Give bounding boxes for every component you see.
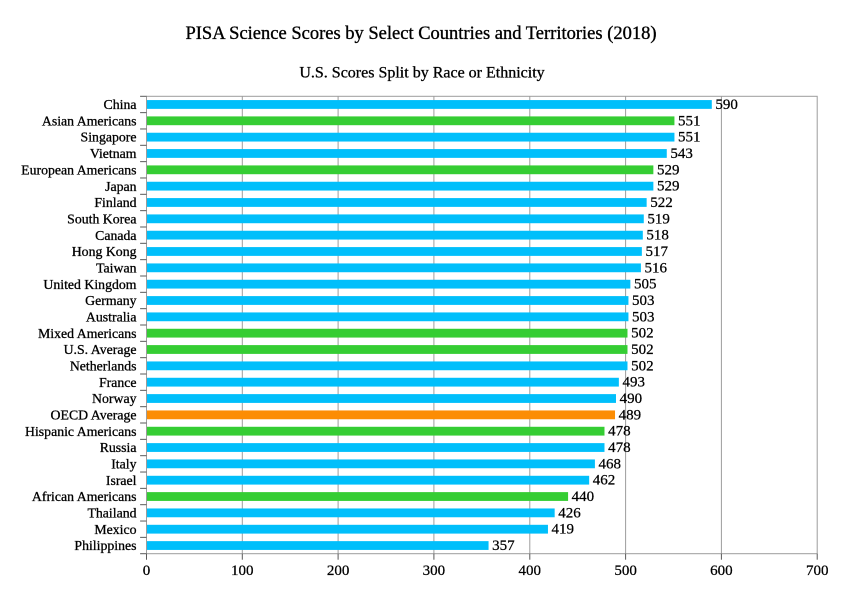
svg-text:OECD Average: OECD Average: [51, 407, 137, 422]
svg-text:519: 519: [647, 211, 670, 227]
svg-text:Hong Kong: Hong Kong: [72, 244, 137, 259]
svg-text:200: 200: [327, 563, 350, 579]
svg-text:522: 522: [650, 195, 673, 211]
svg-text:440: 440: [572, 489, 595, 505]
svg-text:Israel: Israel: [106, 473, 137, 488]
svg-text:478: 478: [608, 440, 631, 456]
svg-text:502: 502: [631, 358, 654, 374]
svg-text:503: 503: [632, 293, 655, 309]
svg-text:Norway: Norway: [92, 391, 137, 406]
svg-text:100: 100: [231, 563, 254, 579]
svg-text:551: 551: [678, 113, 701, 129]
svg-text:478: 478: [608, 424, 631, 440]
svg-text:502: 502: [631, 342, 654, 358]
svg-text:Canada: Canada: [95, 228, 136, 243]
svg-text:517: 517: [645, 244, 668, 260]
svg-text:Taiwan: Taiwan: [96, 260, 137, 275]
svg-text:529: 529: [657, 179, 680, 195]
svg-text:Germany: Germany: [85, 293, 136, 308]
svg-text:0: 0: [143, 563, 151, 579]
svg-text:Finland: Finland: [94, 195, 136, 210]
svg-text:U.S. Average: U.S. Average: [64, 342, 137, 357]
svg-text:551: 551: [678, 130, 701, 146]
svg-text:419: 419: [552, 522, 575, 538]
svg-text:Thailand: Thailand: [87, 505, 136, 520]
svg-text:489: 489: [619, 407, 642, 423]
svg-text:Italy: Italy: [111, 456, 136, 471]
svg-text:Russia: Russia: [100, 440, 137, 455]
svg-text:PISA Science Scores by Select: PISA Science Scores by Select Countries …: [185, 24, 656, 44]
svg-text:493: 493: [622, 375, 645, 391]
svg-text:503: 503: [632, 309, 655, 325]
svg-text:518: 518: [646, 228, 669, 244]
svg-text:France: France: [99, 375, 137, 390]
svg-text:Mexico: Mexico: [94, 522, 136, 537]
svg-text:529: 529: [657, 162, 680, 178]
svg-text:United Kingdom: United Kingdom: [43, 277, 136, 292]
svg-text:590: 590: [715, 97, 738, 113]
svg-text:490: 490: [620, 391, 643, 407]
svg-text:500: 500: [614, 563, 637, 579]
svg-text:462: 462: [593, 473, 616, 489]
svg-text:543: 543: [670, 146, 693, 162]
svg-text:Vietnam: Vietnam: [90, 146, 137, 161]
svg-text:Australia: Australia: [86, 309, 137, 324]
svg-text:300: 300: [423, 563, 446, 579]
svg-text:Singapore: Singapore: [81, 130, 137, 145]
svg-text:African Americans: African Americans: [32, 489, 137, 504]
svg-text:426: 426: [558, 505, 581, 521]
svg-text:China: China: [104, 97, 137, 112]
svg-text:400: 400: [519, 563, 542, 579]
svg-text:European Americans: European Americans: [21, 162, 136, 177]
svg-text:600: 600: [710, 563, 733, 579]
svg-text:Mixed Americans: Mixed Americans: [38, 326, 136, 341]
svg-text:700: 700: [806, 563, 829, 579]
svg-text:South Korea: South Korea: [67, 211, 136, 226]
svg-text:Philippines: Philippines: [74, 538, 136, 553]
svg-text:Hispanic Americans: Hispanic Americans: [25, 424, 137, 439]
svg-text:Japan: Japan: [105, 179, 137, 194]
svg-text:502: 502: [631, 326, 654, 342]
svg-text:Netherlands: Netherlands: [70, 358, 137, 373]
svg-text:505: 505: [634, 277, 657, 293]
svg-text:U.S. Scores Split by Race or E: U.S. Scores Split by Race or Ethnicity: [299, 65, 544, 82]
svg-text:516: 516: [645, 260, 668, 276]
svg-text:357: 357: [492, 538, 515, 554]
svg-text:468: 468: [599, 456, 622, 472]
svg-text:Asian Americans: Asian Americans: [42, 113, 137, 128]
